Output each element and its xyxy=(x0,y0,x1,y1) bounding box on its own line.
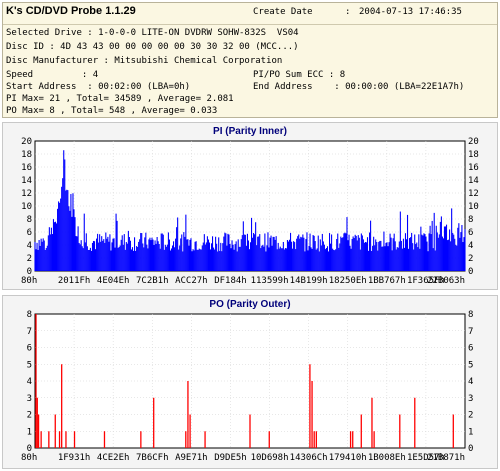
pi-stats: PI Max= 21 , Total= 34589 , Average= 2.0… xyxy=(6,94,234,104)
y-tick-label-left: 2 xyxy=(27,411,32,421)
start-address: Start Address : 00:02:00 (LBA=0h) xyxy=(6,82,191,92)
y-tick-label-right: 18 xyxy=(468,150,479,160)
chart-title: PO (Parity Outer) xyxy=(209,299,290,310)
y-tick-label-left: 20 xyxy=(21,137,32,147)
y-tick-label-right: 20 xyxy=(468,137,479,147)
x-tick-label: 4E04Eh xyxy=(97,276,130,286)
pi-chart: PI (Parity Inner) 0 0 2 2 4 4 6 6 8 8 10 10 12 12 14 14 1… xyxy=(21,126,479,286)
x-tick-label: 80h xyxy=(21,453,37,463)
x-tick-label: 21B871h xyxy=(427,453,465,463)
x-tick-label: 1BB767h xyxy=(368,276,406,286)
create-date-separator: : xyxy=(345,7,351,17)
x-tick-label: 7B6CFh xyxy=(136,453,169,463)
x-tick-label: 14B199h xyxy=(290,276,328,286)
speed: Speed : 4 xyxy=(6,70,99,80)
y-tick-label-right: 4 xyxy=(468,241,473,251)
y-tick-label-right: 16 xyxy=(468,163,479,173)
y-tick-label-left: 12 xyxy=(21,189,32,199)
y-tick-label-left: 8 xyxy=(27,215,32,225)
y-tick-label-left: 4 xyxy=(27,377,32,387)
po-chart: PO (Parity Outer) 0 0 1 1 2 2 3 3 4 4 5 5 6 6 7 7 8 8 80h 1F… xyxy=(21,299,473,463)
y-tick-label-right: 6 xyxy=(468,228,473,238)
app-title: K's CD/DVD Probe 1.1.29 xyxy=(6,5,136,17)
y-tick-label-left: 14 xyxy=(21,176,32,186)
y-tick-label-right: 2 xyxy=(468,254,473,264)
y-tick-label-left: 16 xyxy=(21,163,32,173)
y-tick-label-left: 6 xyxy=(27,228,32,238)
y-tick-label-right: 10 xyxy=(468,202,479,212)
x-tick-label: A9E71h xyxy=(175,453,208,463)
y-tick-label-left: 18 xyxy=(21,150,32,160)
x-tick-label: 1B008Eh xyxy=(368,453,406,463)
x-tick-label: 113599h xyxy=(251,276,289,286)
po-stats: PO Max= 8 , Total= 548 , Average= 0.033 xyxy=(6,106,218,116)
y-tick-label-right: 1 xyxy=(468,427,473,437)
y-tick-label-right: 8 xyxy=(468,310,473,320)
y-tick-label-left: 0 xyxy=(27,267,32,277)
x-tick-label: 1F931h xyxy=(58,453,91,463)
end-address: End Address : 00:00:00 (LBA=22E1A7h) xyxy=(253,82,465,92)
y-tick-label-left: 10 xyxy=(21,202,32,212)
x-tick-label: 7C2B1h xyxy=(136,276,169,286)
y-tick-label-left: 1 xyxy=(27,427,32,437)
x-tick-label: 14306Ch xyxy=(290,453,328,463)
y-tick-label-right: 12 xyxy=(468,189,479,199)
x-tick-label: 18250Eh xyxy=(329,276,367,286)
y-tick-label-right: 7 xyxy=(468,327,473,337)
info-divider xyxy=(3,24,497,25)
y-tick-label-right: 8 xyxy=(468,215,473,225)
y-tick-label-left: 6 xyxy=(27,344,32,354)
x-tick-label: 22B063h xyxy=(427,276,465,286)
y-tick-label-right: 4 xyxy=(468,377,473,387)
y-tick-label-right: 3 xyxy=(468,394,473,404)
y-tick-label-left: 4 xyxy=(27,241,32,251)
y-tick-label-right: 5 xyxy=(468,360,473,370)
y-tick-label-right: 0 xyxy=(468,444,473,454)
create-date-value: 2004-07-13 17:46:35 xyxy=(359,7,462,17)
y-tick-label-left: 7 xyxy=(27,327,32,337)
y-tick-label-left: 5 xyxy=(27,360,32,370)
y-tick-label-left: 2 xyxy=(27,254,32,264)
sum-ecc: PI/PO Sum ECC : 8 xyxy=(253,70,346,80)
x-tick-label: D9DE5h xyxy=(214,453,247,463)
y-tick-label-right: 6 xyxy=(468,344,473,354)
x-tick-label: 10D698h xyxy=(251,453,289,463)
po-chart-panel: PO (Parity Outer) 0 0 1 1 2 2 3 3 4 4 5 5 6 6 7 7 8 8 80h 1F… xyxy=(2,295,498,469)
chart-title: PI (Parity Inner) xyxy=(213,126,287,137)
y-tick-label-left: 0 xyxy=(27,444,32,454)
disc-id: Disc ID : 4D 43 43 00 00 00 00 00 30 30 … xyxy=(6,42,299,52)
create-date-label: Create Date xyxy=(253,7,313,17)
y-tick-label-right: 14 xyxy=(468,176,479,186)
y-tick-label-left: 3 xyxy=(27,394,32,404)
pi-chart-panel: PI (Parity Inner) 0 0 2 2 4 4 6 6 8 8 10 10 12 12 14 14 1… xyxy=(2,122,498,290)
x-tick-label: 4CE2Eh xyxy=(97,453,130,463)
x-tick-label: 2011Fh xyxy=(58,276,91,286)
y-tick-label-left: 8 xyxy=(27,310,32,320)
x-tick-label: ACC27h xyxy=(175,276,208,286)
x-tick-label: 179410h xyxy=(329,453,367,463)
selected-drive: Selected Drive : 1-0-0-0 LITE-ON DVDRW S… xyxy=(6,28,299,38)
x-tick-label: DF184h xyxy=(214,276,247,286)
disc-manufacturer: Disc Manufacturer : Mitsubishi Chemical … xyxy=(6,56,283,66)
x-tick-label: 80h xyxy=(21,276,37,286)
x-tick-label: 1E5D57h xyxy=(407,453,445,463)
y-tick-label-right: 2 xyxy=(468,411,473,421)
y-tick-label-right: 0 xyxy=(468,267,473,277)
x-tick-label: 1F365Fh xyxy=(407,276,445,286)
disc-info-panel: K's CD/DVD Probe 1.1.29 Create Date : 20… xyxy=(2,2,498,118)
